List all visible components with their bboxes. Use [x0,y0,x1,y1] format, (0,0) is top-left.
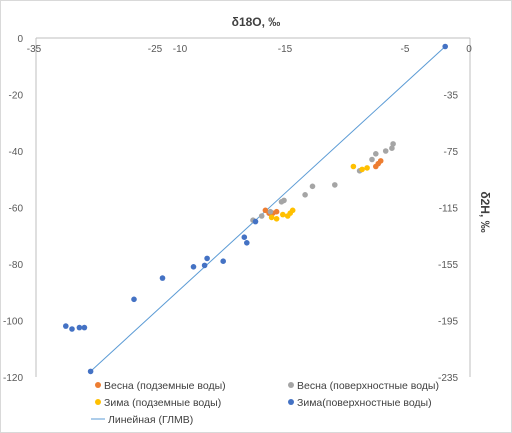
data-point [350,163,357,170]
data-point [280,211,286,218]
top-tick-label: -15 [278,44,293,55]
top-axis-title: δ18O, ‰ [232,15,281,29]
data-point [390,141,396,147]
right-axis-title: δ2H, ‰ [478,191,492,232]
right-tick-label: -35 [444,91,459,102]
data-point [442,43,449,50]
top-tick-label: -5 [401,44,410,55]
data-point [389,145,395,151]
data-point [76,324,83,331]
data-point [87,368,94,375]
data-point [289,207,296,214]
data-point [244,240,250,246]
right-tick-label: -195 [438,317,458,328]
data-point [278,199,285,205]
right-tick-label: -155 [438,260,458,271]
data-point [241,234,248,240]
legend-dot-marker [95,382,101,388]
data-point [369,156,375,163]
data-point [69,326,75,332]
left-tick-label: -100 [3,317,23,328]
series-4-points [63,43,449,375]
left-tick-label: -40 [9,147,24,158]
right-tick-label: -75 [444,147,459,158]
data-point [382,148,389,154]
legend-label: Зима (подземные воды) [104,397,221,409]
left-tick-label: -120 [3,373,23,384]
top-tick-label: -25 [148,44,163,55]
legend-item: Весна (подземные воды) [95,380,226,392]
data-point [273,216,280,222]
data-point [159,275,166,281]
legend-label: Весна (подземные воды) [104,380,226,392]
right-tick-label: -115 [439,204,459,215]
data-point [131,296,137,303]
top-tick-label: -10 [173,44,188,55]
left-tick-label: -80 [9,260,24,271]
legend-item: Линейная (ГЛМВ) [91,414,193,426]
left-tick-label: 0 [17,34,23,45]
data-point [364,165,370,171]
trend-line-group [90,46,446,372]
right-tick-label: -235 [438,373,458,384]
data-point [81,324,88,331]
top-tick-label: 0 [466,44,472,55]
left-tick-label: -20 [9,91,24,102]
axes: 0-20-40-60-80-100-120-35-75-115-155-195-… [3,34,472,384]
trend-line [90,46,446,372]
left-tick-label: -60 [9,204,24,215]
legend-dot-marker [288,399,294,405]
data-point [201,262,208,269]
data-point [332,182,338,188]
data-point [273,208,280,215]
legend-label: Линейная (ГЛМВ) [108,414,193,426]
legend-label: Весна (поверхностные воды) [297,380,439,392]
data-point [309,183,316,190]
legend: Весна (подземные воды) Весна (поверхностн… [91,380,439,426]
data-point [63,323,69,329]
legend-label: Зима(поверхностные воды) [297,397,432,409]
legend-dot-marker [95,399,101,405]
data-point [373,151,379,157]
data-point [204,255,210,262]
data-points [63,43,449,375]
top-tick-label: -35 [27,44,42,55]
data-point [220,258,226,265]
series-2-points [250,141,396,223]
legend-dot-marker [288,382,294,388]
series-3-points [268,163,370,222]
data-point [302,192,308,198]
data-point [252,218,259,225]
data-point [359,166,365,173]
legend-item: Зима (подземные воды) [95,397,221,409]
data-point [190,264,197,270]
legend-item: Зима(поверхностные воды) [288,397,432,409]
legend-item: Весна (поверхностные воды) [288,380,439,392]
data-point [258,213,265,219]
data-point [284,213,291,219]
data-point [268,214,275,221]
data-point [377,158,384,164]
data-point [267,208,274,215]
